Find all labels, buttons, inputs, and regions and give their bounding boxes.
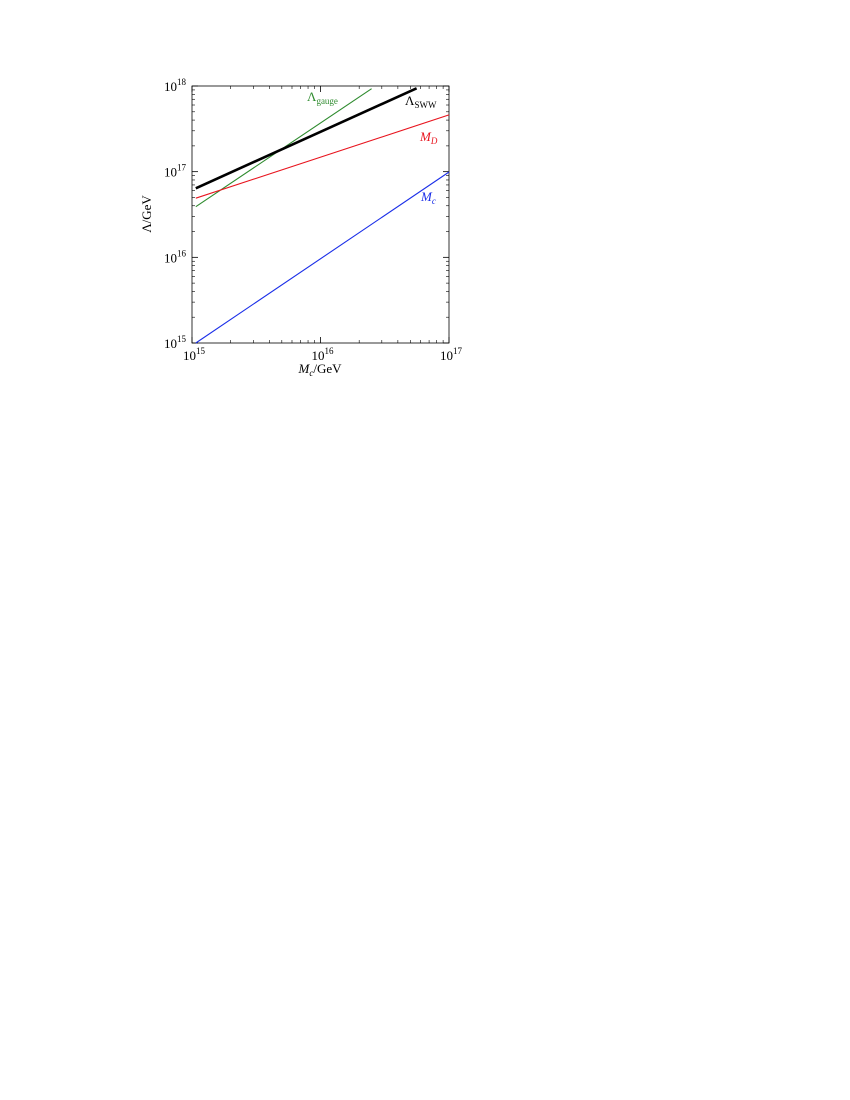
- x-tick-label: 1017: [440, 346, 463, 363]
- axis-ticks: [191, 85, 450, 344]
- y-tick-label: 1018: [164, 77, 187, 94]
- x-axis-label: Mc/GeV: [297, 361, 342, 378]
- series-label: MD: [419, 129, 438, 146]
- series-line--sww: [195, 87, 418, 190]
- series-label: Mc: [420, 189, 436, 206]
- y-tick-label: 1016: [164, 248, 187, 265]
- series-line-m-d: [195, 114, 450, 199]
- x-tick-label: 1015: [183, 346, 206, 363]
- series-label: Λgauge: [307, 89, 338, 106]
- series-labels: Λgauge ΛSWW MD Mc: [307, 89, 438, 206]
- series-label: ΛSWW: [405, 93, 437, 110]
- y-tick-label: 1015: [164, 334, 187, 351]
- plot-area-frame: [191, 85, 450, 344]
- y-axis-label: Λ/GeV: [139, 195, 154, 233]
- series-lines: [195, 87, 450, 344]
- axis-tick-labels: 1015 1016 1017 1015 1016 1017 1018: [164, 77, 463, 363]
- x-tick-label: 1016: [312, 346, 335, 363]
- y-tick-label: 1017: [164, 163, 187, 180]
- series-line-m-c: [195, 171, 450, 344]
